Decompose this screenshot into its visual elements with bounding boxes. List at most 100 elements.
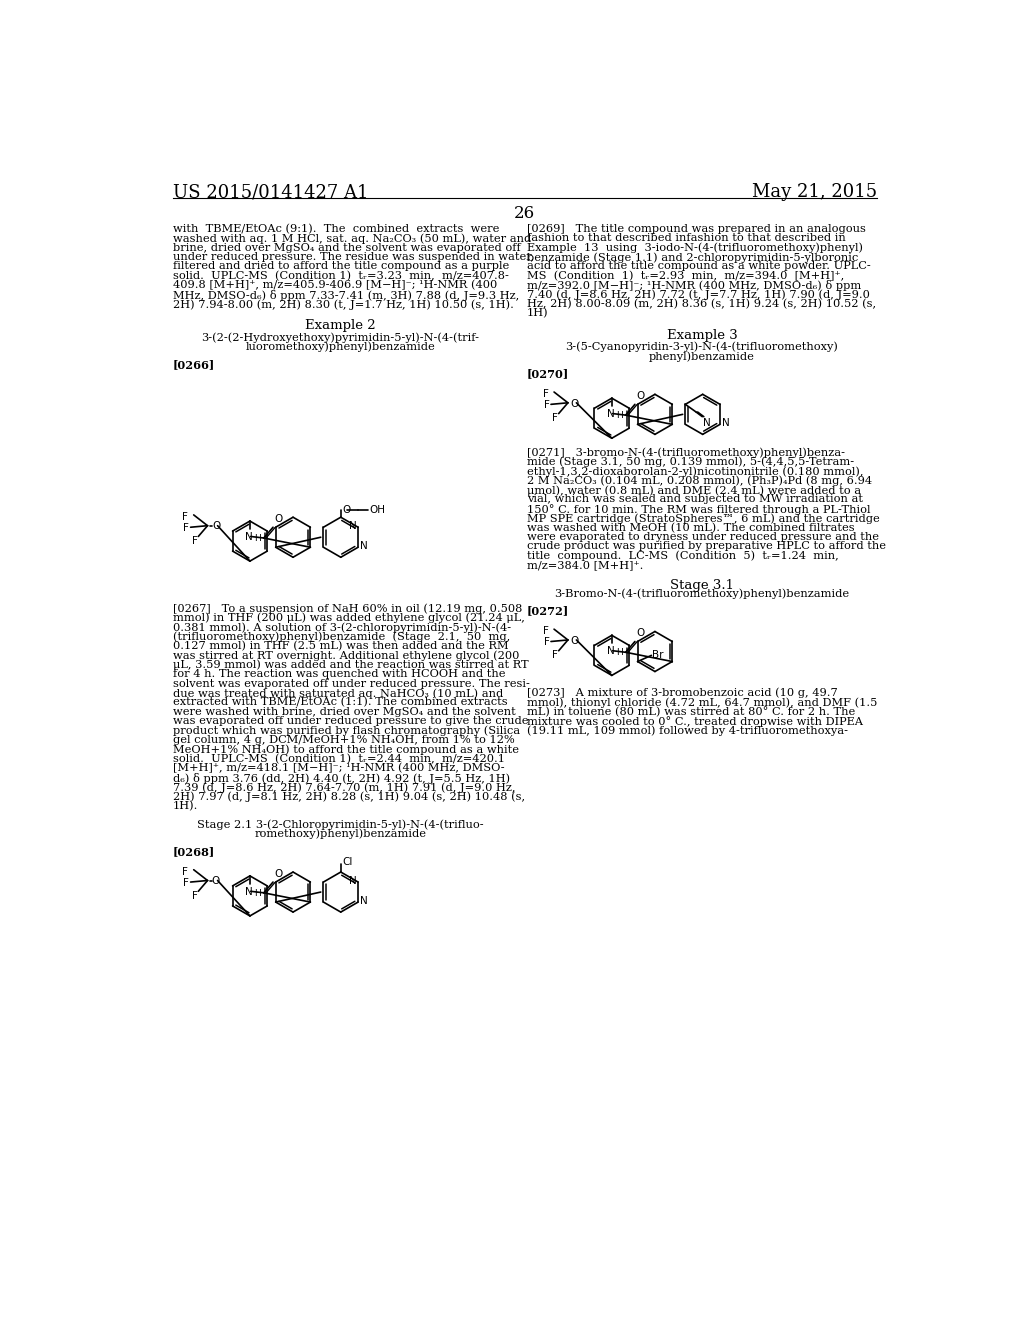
Text: N: N — [607, 645, 615, 656]
Text: due was treated with saturated aq. NaHCO₃ (10 mL) and: due was treated with saturated aq. NaHCO… — [173, 688, 503, 698]
Text: 1H): 1H) — [527, 309, 549, 318]
Text: [0270]: [0270] — [527, 368, 569, 379]
Text: [0269]   The title compound was prepared in an analogous: [0269] The title compound was prepared i… — [527, 224, 866, 234]
Text: mmol) in THF (200 μL) was added ethylene glycol (21.24 μL,: mmol) in THF (200 μL) was added ethylene… — [173, 612, 524, 623]
Text: [0272]: [0272] — [527, 606, 569, 616]
Text: O: O — [212, 521, 220, 532]
Text: US 2015/0141427 A1: US 2015/0141427 A1 — [173, 183, 369, 201]
Text: 2H) 7.97 (d, J=8.1 Hz, 2H) 8.28 (s, 1H) 9.04 (s, 2H) 10.48 (s,: 2H) 7.97 (d, J=8.1 Hz, 2H) 8.28 (s, 1H) … — [173, 792, 525, 803]
Text: H: H — [616, 412, 624, 420]
Text: 150° C. for 10 min. The RM was filtered through a PL-Thiol: 150° C. for 10 min. The RM was filtered … — [527, 504, 870, 515]
Text: romethoxy)phenyl)benzamide: romethoxy)phenyl)benzamide — [254, 829, 426, 840]
Text: 7.39 (d, J=8.6 Hz, 2H) 7.64-7.70 (m, 1H) 7.91 (d, J=9.0 Hz,: 7.39 (d, J=8.6 Hz, 2H) 7.64-7.70 (m, 1H)… — [173, 781, 515, 792]
Text: [0273]   A mixture of 3-bromobenzoic acid (10 g, 49.7: [0273] A mixture of 3-bromobenzoic acid … — [527, 688, 838, 698]
Text: N: N — [246, 887, 253, 896]
Text: O: O — [637, 391, 645, 401]
Text: H: H — [255, 535, 261, 543]
Text: O: O — [570, 399, 579, 409]
Text: 409.8 [M+H]⁺, m/z=405.9-406.9 [M−H]⁻; ¹H-NMR (400: 409.8 [M+H]⁺, m/z=405.9-406.9 [M−H]⁻; ¹H… — [173, 280, 498, 290]
Text: O: O — [570, 636, 579, 645]
Text: 3-Bromo-N-(4-(trifluoromethoxy)phenyl)benzamide: 3-Bromo-N-(4-(trifluoromethoxy)phenyl)be… — [554, 589, 850, 599]
Text: 0.127 mmol) in THF (2.5 mL) was then added and the RM: 0.127 mmol) in THF (2.5 mL) was then add… — [173, 642, 509, 651]
Text: solvent was evaporated off under reduced pressure. The resi-: solvent was evaporated off under reduced… — [173, 678, 529, 689]
Text: O: O — [637, 628, 645, 639]
Text: F: F — [191, 891, 198, 900]
Text: MP SPE cartridge (StratoSpheres™, 6 mL) and the cartridge: MP SPE cartridge (StratoSpheres™, 6 mL) … — [527, 513, 880, 524]
Text: N: N — [703, 418, 711, 428]
Text: F: F — [552, 413, 558, 422]
Text: F: F — [182, 512, 188, 523]
Text: Br: Br — [652, 649, 664, 660]
Text: Example 3: Example 3 — [667, 329, 737, 342]
Text: d₆) δ ppm 3.76 (dd, 2H) 4.40 (t, 2H) 4.92 (t, J=5.5 Hz, 1H): d₆) δ ppm 3.76 (dd, 2H) 4.40 (t, 2H) 4.9… — [173, 772, 510, 784]
Text: F: F — [183, 523, 189, 533]
Text: MS  (Condition  1)  tᵣ=2.93  min,  m/z=394.0  [M+H]⁺,: MS (Condition 1) tᵣ=2.93 min, m/z=394.0 … — [527, 271, 845, 281]
Text: F: F — [543, 627, 549, 636]
Text: Stage 3.1: Stage 3.1 — [670, 579, 734, 591]
Text: Hz, 2H) 8.00-8.09 (m, 2H) 8.36 (s, 1H) 9.24 (s, 2H) 10.52 (s,: Hz, 2H) 8.00-8.09 (m, 2H) 8.36 (s, 1H) 9… — [527, 300, 877, 309]
Text: H: H — [616, 648, 624, 657]
Text: solid.  UPLC-MS  (Condition 1)  tᵣ=2.44  min,  m/z=420.1: solid. UPLC-MS (Condition 1) tᵣ=2.44 min… — [173, 754, 505, 764]
Text: crude product was purified by preparative HPLC to afford the: crude product was purified by preparativ… — [527, 541, 886, 552]
Text: [0267]   To a suspension of NaH 60% in oil (12.19 mg, 0.508: [0267] To a suspension of NaH 60% in oil… — [173, 603, 522, 614]
Text: O: O — [211, 876, 220, 886]
Text: washed with aq. 1 M HCl, sat. aq. Na₂CO₃ (50 mL), water and: washed with aq. 1 M HCl, sat. aq. Na₂CO₃… — [173, 234, 531, 244]
Text: MHz, DMSO-d₆) δ ppm 7.33-7.41 (m, 3H) 7.88 (d, J=9.3 Hz,: MHz, DMSO-d₆) δ ppm 7.33-7.41 (m, 3H) 7.… — [173, 289, 519, 301]
Text: μmol), water (0.8 mL) and DME (2.4 mL) were added to a: μmol), water (0.8 mL) and DME (2.4 mL) w… — [527, 484, 861, 495]
Text: was stirred at RT overnight. Additional ethylene glycol (200: was stirred at RT overnight. Additional … — [173, 651, 519, 661]
Text: (19.11 mL, 109 mmol) followed by 4-trifluoromethoxya-: (19.11 mL, 109 mmol) followed by 4-trifl… — [527, 725, 848, 735]
Text: F: F — [544, 638, 550, 647]
Text: were evaporated to dryness under reduced pressure and the: were evaporated to dryness under reduced… — [527, 532, 880, 543]
Text: F: F — [182, 867, 188, 876]
Text: F: F — [544, 400, 550, 411]
Text: 3-(5-Cyanopyridin-3-yl)-N-(4-(trifluoromethoxy): 3-(5-Cyanopyridin-3-yl)-N-(4-(trifluorom… — [565, 342, 839, 352]
Text: May 21, 2015: May 21, 2015 — [752, 183, 877, 201]
Text: vial, which was sealed and subjected to MW irradiation at: vial, which was sealed and subjected to … — [527, 495, 863, 504]
Text: μL, 3.59 mmol) was added and the reaction was stirred at RT: μL, 3.59 mmol) was added and the reactio… — [173, 660, 528, 671]
Text: fashion to that described infashion to that described in: fashion to that described infashion to t… — [527, 234, 846, 243]
Text: N: N — [246, 532, 253, 541]
Text: m/z=392.0 [M−H]⁻; ¹H-NMR (400 MHz, DMSO-d₆) δ ppm: m/z=392.0 [M−H]⁻; ¹H-NMR (400 MHz, DMSO-… — [527, 280, 861, 292]
Text: was evaporated off under reduced pressure to give the crude: was evaporated off under reduced pressur… — [173, 717, 528, 726]
Text: 26: 26 — [514, 205, 536, 222]
Text: was washed with MeOH (10 mL). The combined filtrates: was washed with MeOH (10 mL). The combin… — [527, 523, 855, 533]
Text: 7.40 (d, J=8.6 Hz, 2H) 7.72 (t, J=7.7 Hz, 1H) 7.90 (d, J=9.0: 7.40 (d, J=8.6 Hz, 2H) 7.72 (t, J=7.7 Hz… — [527, 289, 870, 300]
Text: Example 2: Example 2 — [305, 319, 376, 333]
Text: phenyl)benzamide: phenyl)benzamide — [649, 351, 755, 362]
Text: with  TBME/EtOAc (9:1).  The  combined  extracts  were: with TBME/EtOAc (9:1). The combined extr… — [173, 224, 500, 234]
Text: Cl: Cl — [342, 857, 352, 867]
Text: [M+H]⁺, m/z=418.1 [M−H]⁻; ¹H-NMR (400 MHz, DMSO-: [M+H]⁺, m/z=418.1 [M−H]⁻; ¹H-NMR (400 MH… — [173, 763, 505, 774]
Text: for 4 h. The reaction was quenched with HCOOH and the: for 4 h. The reaction was quenched with … — [173, 669, 506, 680]
Text: N: N — [349, 521, 356, 532]
Text: under reduced pressure. The residue was suspended in water,: under reduced pressure. The residue was … — [173, 252, 535, 263]
Text: acid to afford the title compound as a white powder. UPLC-: acid to afford the title compound as a w… — [527, 261, 870, 272]
Text: title  compound.  LC-MS  (Condition  5)  tᵣ=1.24  min,: title compound. LC-MS (Condition 5) tᵣ=1… — [527, 550, 839, 561]
Text: O: O — [342, 504, 350, 515]
Text: H: H — [255, 888, 261, 898]
Text: N: N — [359, 896, 368, 907]
Text: MeOH+1% NH₄OH) to afford the title compound as a white: MeOH+1% NH₄OH) to afford the title compo… — [173, 744, 519, 755]
Text: Example  13  using  3-iodo-N-(4-(trifluoromethoxy)phenyl): Example 13 using 3-iodo-N-(4-(trifluorom… — [527, 243, 863, 253]
Text: Stage 2.1 3-(2-Chloropyrimidin-5-yl)-N-(4-(trifluo-: Stage 2.1 3-(2-Chloropyrimidin-5-yl)-N-(… — [197, 820, 483, 830]
Text: brine, dried over MgSO₄ and the solvent was evaporated off: brine, dried over MgSO₄ and the solvent … — [173, 243, 520, 252]
Text: mide (Stage 3.1, 50 mg, 0.139 mmol), 5-(4,4,5,5-Tetram-: mide (Stage 3.1, 50 mg, 0.139 mmol), 5-(… — [527, 457, 854, 467]
Text: N: N — [607, 409, 615, 418]
Text: F: F — [191, 536, 198, 545]
Text: (trifluoromethoxy)phenyl)benzamide  (Stage  2.1,  50  mg,: (trifluoromethoxy)phenyl)benzamide (Stag… — [173, 632, 510, 643]
Text: O: O — [274, 869, 283, 879]
Text: N: N — [349, 876, 356, 886]
Text: F: F — [183, 878, 189, 888]
Text: N: N — [359, 541, 368, 552]
Text: extracted with TBME/EtOAc (1:1). The combined extracts: extracted with TBME/EtOAc (1:1). The com… — [173, 697, 508, 708]
Text: 1H).: 1H). — [173, 801, 199, 810]
Text: ethyl-1,3,2-dioxaborolan-2-yl)nicotinonitrile (0.180 mmol),: ethyl-1,3,2-dioxaborolan-2-yl)nicotinoni… — [527, 466, 863, 477]
Text: m/z=384.0 [M+H]⁺.: m/z=384.0 [M+H]⁺. — [527, 560, 643, 570]
Text: 2H) 7.94-8.00 (m, 2H) 8.30 (t, J=1.7 Hz, 1H) 10.50 (s, 1H).: 2H) 7.94-8.00 (m, 2H) 8.30 (t, J=1.7 Hz,… — [173, 300, 514, 310]
Text: [0266]: [0266] — [173, 359, 215, 370]
Text: F: F — [552, 649, 558, 660]
Text: mL) in toluene (80 mL) was stirred at 80° C. for 2 h. The: mL) in toluene (80 mL) was stirred at 80… — [527, 706, 855, 717]
Text: luoromethoxy)phenyl)benzamide: luoromethoxy)phenyl)benzamide — [246, 342, 435, 352]
Text: O: O — [274, 515, 283, 524]
Text: mmol), thionyl chloride (4.72 mL, 64.7 mmol), and DMF (1.5: mmol), thionyl chloride (4.72 mL, 64.7 m… — [527, 697, 878, 708]
Text: 2 M Na₂CO₃ (0.104 mL, 0.208 mmol), (Ph₃P)₄Pd (8 mg, 6.94: 2 M Na₂CO₃ (0.104 mL, 0.208 mmol), (Ph₃P… — [527, 475, 872, 486]
